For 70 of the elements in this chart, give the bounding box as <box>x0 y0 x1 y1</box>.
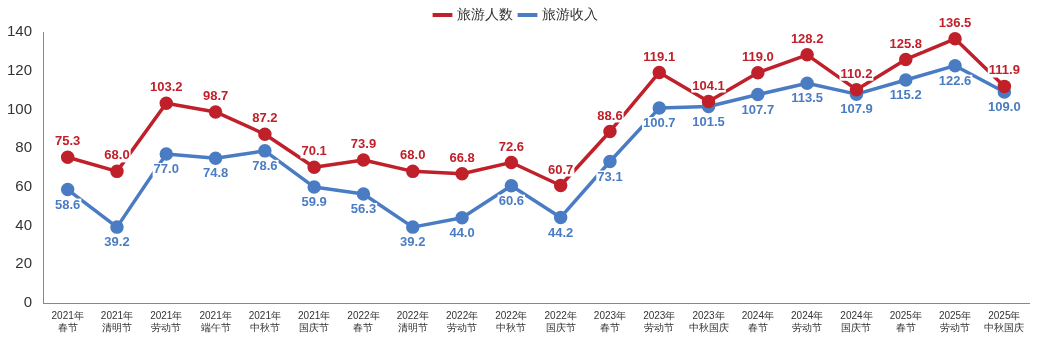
x-tick-label: 2024年春节 <box>741 309 774 333</box>
data-label: 70.1 <box>301 143 327 159</box>
data-label: 104.1 <box>692 77 725 93</box>
x-tick-label: 2022年劳动节 <box>445 309 479 333</box>
data-label: 125.8 <box>889 35 923 51</box>
data-label: 59.9 <box>301 194 327 210</box>
legend-label: 旅游收入 <box>541 5 598 22</box>
data-label: 115.2 <box>889 87 922 103</box>
y-tick-label: 40 <box>15 215 33 233</box>
data-label: 56.3 <box>350 201 377 217</box>
x-tick-label: 2021年中秋节 <box>248 309 281 333</box>
y-tick-label: 60 <box>15 177 33 194</box>
data-label: 68.0 <box>104 147 130 163</box>
data-label: 88.6 <box>597 107 623 123</box>
data-label: 110.2 <box>840 65 873 81</box>
x-tick-label: 2024年劳动节 <box>791 309 824 333</box>
data-label: 44.0 <box>449 224 475 240</box>
x-tick-label: 2022年清明节 <box>396 309 429 333</box>
x-tick-label: 2023年中秋国庆 <box>688 309 729 333</box>
x-tick-label: 2023年劳动节 <box>643 309 676 333</box>
x-tick-label: 2024年国庆节 <box>840 309 873 333</box>
data-label: 98.7 <box>202 88 229 104</box>
x-tick-label: 2021年国庆节 <box>298 309 331 333</box>
y-tick-label: 80 <box>15 138 33 156</box>
data-label: 113.5 <box>791 90 824 106</box>
data-label: 87.2 <box>252 110 278 126</box>
data-label: 68.0 <box>400 147 426 163</box>
x-tick-label: 2025年中秋国庆 <box>984 309 1025 333</box>
x-tick-label: 2021年春节 <box>51 309 84 333</box>
data-label: 66.8 <box>449 149 475 165</box>
x-tick-label: 2021年劳动节 <box>150 309 183 333</box>
data-label: 119.1 <box>643 48 676 64</box>
data-label: 73.9 <box>350 136 377 152</box>
data-label: 107.7 <box>741 101 775 117</box>
data-label: 100.7 <box>642 115 676 131</box>
data-label: 78.6 <box>252 157 278 173</box>
data-label: 128.2 <box>790 30 824 46</box>
data-label: 109.0 <box>988 99 1021 115</box>
data-label: 60.6 <box>498 192 525 208</box>
data-label: 72.6 <box>498 138 525 154</box>
data-label: 136.5 <box>938 14 972 30</box>
y-tick-label: 120 <box>7 60 33 78</box>
data-label: 119.0 <box>741 48 774 64</box>
data-label: 74.8 <box>202 165 229 181</box>
data-label: 44.2 <box>548 224 574 240</box>
y-tick-label: 100 <box>7 99 33 117</box>
data-label: 107.9 <box>840 101 873 117</box>
data-label: 101.5 <box>692 113 725 129</box>
x-tick-label: 2021年清明节 <box>100 309 134 333</box>
x-tick-label: 2022年春节 <box>347 309 380 333</box>
y-tick-label: 140 <box>7 22 33 40</box>
data-label: 39.2 <box>104 234 130 250</box>
y-tick-label: 0 <box>23 293 33 311</box>
x-tick-label: 2025年春节 <box>889 309 922 333</box>
data-label: 122.6 <box>938 72 972 88</box>
x-tick-label: 2022年中秋节 <box>495 309 528 333</box>
data-label: 75.3 <box>55 133 81 149</box>
y-tick-label: 20 <box>15 254 33 272</box>
data-label: 77.0 <box>153 161 179 177</box>
data-label: 103.2 <box>150 79 183 95</box>
data-label: 58.6 <box>55 196 81 212</box>
x-tick-label: 2021年端午节 <box>199 309 232 333</box>
x-tick-label: 2023年春节 <box>593 309 627 333</box>
x-tick-label: 2022年国庆节 <box>544 309 577 333</box>
data-label: 39.2 <box>400 234 426 250</box>
x-tick-label: 2025年劳动节 <box>938 309 972 333</box>
data-label: 60.7 <box>548 161 574 177</box>
legend-label: 旅游人数 <box>456 5 513 22</box>
data-label: 111.9 <box>988 62 1020 78</box>
data-label: 73.1 <box>597 168 623 184</box>
